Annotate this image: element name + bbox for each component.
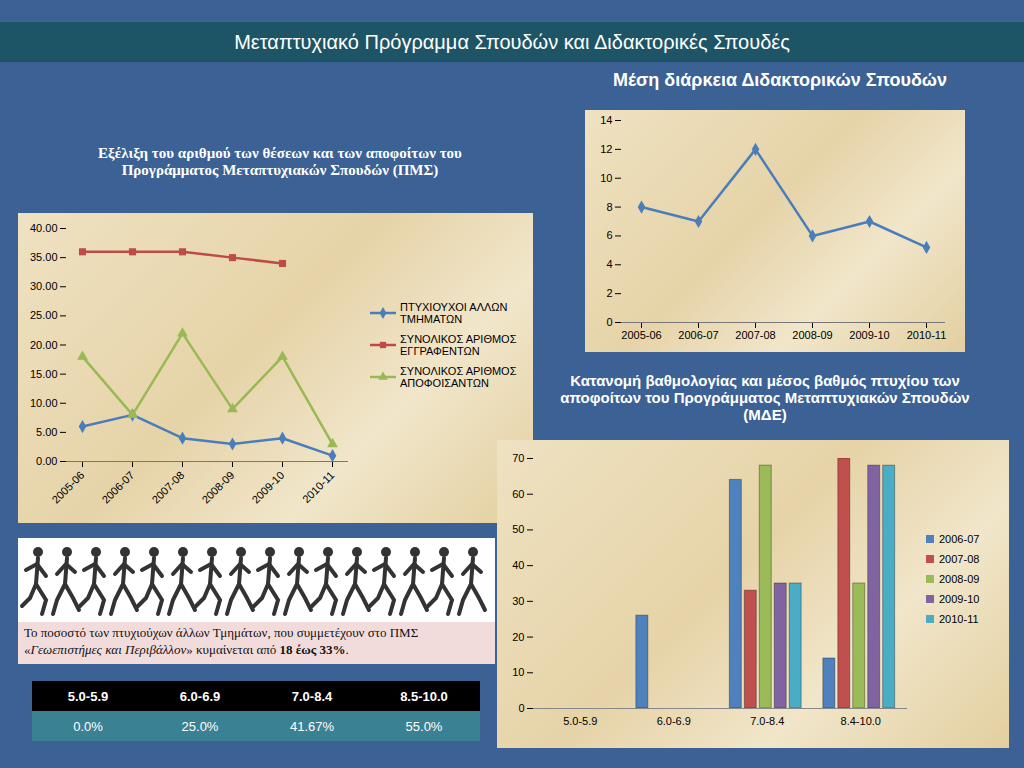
svg-text:35.00: 35.00: [30, 251, 58, 263]
html-text:6.0-6.9: 6.0-6.9: [179, 688, 221, 704]
svg-text:10: 10: [600, 172, 612, 184]
svg-text:2006-07: 2006-07: [678, 329, 718, 341]
svg-text:2008-09: 2008-09: [199, 469, 236, 506]
svg-text:2005-06: 2005-06: [49, 469, 86, 506]
svg-text:8.4-10.0: 8.4-10.0: [841, 715, 881, 727]
html-text:ΣΥΝΟΛΙΚΟΣ ΑΡΙΘΜΟΣ ΑΠΟΦΟΙΣΑΝΤΩΝ: ΣΥΝΟΛΙΚΟΣ ΑΡΙΘΜΟΣ ΑΠΟΦΟΙΣΑΝΤΩΝ: [400, 365, 517, 389]
svg-text:8: 8: [606, 201, 612, 213]
svg-text:4: 4: [606, 258, 612, 270]
svg-text:20: 20: [512, 631, 524, 643]
svg-text:2008-09: 2008-09: [792, 329, 832, 341]
svg-text:10: 10: [512, 666, 524, 678]
svg-text:2005-06: 2005-06: [621, 329, 661, 341]
html-text:ΠΤΥΧΙΟΥΧΟΙ ΑΛΛΩΝ ΤΜΗΜΑΤΩΝ: ΠΤΥΧΙΟΥΧΟΙ ΑΛΛΩΝ ΤΜΗΜΑΤΩΝ: [400, 301, 508, 325]
html-text:5.0-5.9: 5.0-5.9: [67, 688, 109, 704]
svg-text:10.00: 10.00: [30, 397, 58, 409]
html-text:2010-11: 2010-11: [939, 613, 979, 625]
svg-text:2006-07: 2006-07: [99, 469, 136, 506]
html-text:2009-10: 2009-10: [939, 593, 980, 605]
svg-text:40.00: 40.00: [30, 222, 58, 234]
svg-text:0.00: 0.00: [36, 455, 57, 467]
html-text:25.0%: 25.0%: [181, 718, 219, 734]
svg-text:2010-11: 2010-11: [300, 469, 336, 505]
svg-text:0: 0: [518, 702, 524, 714]
svg-text:2007-08: 2007-08: [735, 329, 775, 341]
svg-text:6.0-6.9: 6.0-6.9: [657, 715, 691, 727]
html-text:41.67%: 41.67%: [290, 718, 334, 734]
html-text:ΣΥΝΟΛΙΚΟΣ ΑΡΙΘΜΟΣ ΕΓΓΡΑΦΕΝΤΩΝ: ΣΥΝΟΛΙΚΟΣ ΑΡΙΘΜΟΣ ΕΓΓΡΑΦΕΝΤΩΝ: [400, 333, 517, 357]
svg-text:15.00: 15.00: [30, 368, 58, 380]
svg-text:2010-11: 2010-11: [907, 329, 947, 341]
svg-text:30.00: 30.00: [30, 280, 58, 292]
html-text:Μεταπτυχιακό Πρόγραμμα Σπουδών: Μεταπτυχιακό Πρόγραμμα Σπουδών και Διδακ…: [234, 31, 790, 53]
svg-text:60: 60: [512, 488, 524, 500]
svg-text:5.0-5.9: 5.0-5.9: [563, 715, 597, 727]
svg-text:2009-10: 2009-10: [249, 469, 286, 506]
svg-text:5.00: 5.00: [36, 426, 57, 438]
svg-text:14: 14: [600, 114, 612, 126]
html-text:2008-09: 2008-09: [939, 573, 980, 585]
html-text:Μέση διάρκεια Διδακτορικών Σπο: Μέση διάρκεια Διδακτορικών Σπουδών: [612, 70, 948, 90]
html-text:55.0%: 55.0%: [405, 718, 443, 734]
svg-text:2007-08: 2007-08: [149, 469, 186, 506]
svg-text:2: 2: [606, 287, 612, 299]
svg-text:6: 6: [606, 229, 612, 241]
svg-text:50: 50: [512, 523, 524, 535]
svg-text:25.00: 25.00: [30, 309, 58, 321]
html-text:2007-08: 2007-08: [939, 553, 980, 565]
html-text:Κατανομή βαθμολογίας και μέσος: Κατανομή βαθμολογίας και μέσος βαθμός πτ…: [560, 372, 970, 423]
svg-text:70: 70: [512, 452, 524, 464]
svg-text:0: 0: [606, 316, 612, 328]
svg-text:40: 40: [512, 559, 524, 571]
html-text:7.0-8.4: 7.0-8.4: [291, 688, 333, 704]
html-text:8.5-10.0: 8.5-10.0: [400, 688, 448, 704]
html-text:Το ποσοστό των πτυχιούχων άλλω: Το ποσοστό των πτυχιούχων άλλων Τμημάτων…: [24, 625, 419, 657]
svg-text:20.00: 20.00: [30, 339, 58, 351]
html-text:2006-07: 2006-07: [939, 533, 980, 545]
svg-text:7.0-8.4: 7.0-8.4: [750, 715, 784, 727]
html-text:0.0%: 0.0%: [73, 718, 103, 734]
svg-text:30: 30: [512, 595, 524, 607]
svg-text:12: 12: [600, 143, 612, 155]
svg-text:2009-10: 2009-10: [849, 329, 889, 341]
html-text:Εξέλιξη του αριθμού των θέσεων: Εξέλιξη του αριθμού των θέσεων και των α…: [98, 145, 462, 178]
